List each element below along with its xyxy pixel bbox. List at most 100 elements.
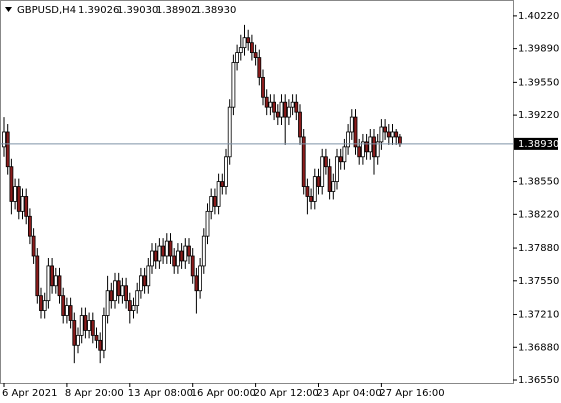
header-value: 1.39026	[78, 5, 119, 16]
candle-body	[72, 320, 77, 346]
candle-body	[346, 131, 351, 148]
candle-body	[2, 131, 6, 148]
candle-body	[16, 186, 21, 212]
candle-body	[50, 265, 54, 287]
candle-body	[102, 315, 106, 351]
candle-body	[279, 101, 284, 118]
header-value: 1.38930	[195, 5, 236, 16]
candle-body	[76, 334, 80, 346]
candle-body	[98, 339, 103, 351]
candle-body	[394, 131, 399, 138]
y-tick-label: 1.36550	[518, 375, 559, 386]
candle-body	[31, 235, 36, 257]
candle-body	[268, 101, 273, 108]
x-tick-label: 20 Apr 12:00	[254, 388, 319, 399]
candle-body	[353, 116, 358, 148]
y-tick-label: 1.37550	[518, 276, 559, 287]
candle-body	[372, 136, 376, 158]
candle-body	[168, 240, 173, 257]
candle-body	[57, 275, 62, 297]
candle-body	[364, 141, 369, 153]
candle-body	[113, 280, 117, 302]
y-tick-label: 1.39220	[518, 110, 559, 121]
candle-body	[242, 37, 247, 49]
candle-body	[338, 156, 343, 163]
candle-body	[205, 210, 210, 237]
candle-body	[327, 166, 332, 192]
collapse-arrow[interactable]	[5, 7, 12, 12]
candle-body	[246, 37, 251, 44]
candle-body	[42, 300, 47, 311]
y-tick-label: 1.37210	[518, 310, 559, 321]
candle-body	[175, 250, 180, 267]
candle-body	[131, 305, 136, 311]
candle-body	[153, 250, 158, 262]
candle-body	[120, 285, 125, 297]
candle-body	[209, 196, 214, 212]
candle-body	[397, 136, 402, 145]
candle-body	[90, 320, 95, 336]
candle-body	[20, 196, 25, 212]
candle-body	[94, 334, 99, 341]
candle-body	[150, 250, 154, 267]
candle-body	[283, 101, 288, 118]
candle-body	[257, 57, 262, 78]
candle-body	[331, 181, 336, 192]
header-value: 1.39030	[117, 5, 158, 16]
candle-body	[161, 245, 166, 257]
candle-body	[127, 300, 132, 311]
candle-body	[157, 245, 162, 262]
candle-body	[261, 77, 265, 98]
candle-body	[24, 196, 29, 217]
candle-body	[35, 255, 40, 297]
candle-body	[390, 131, 395, 138]
candle-body	[65, 305, 69, 316]
candle-body	[135, 290, 140, 307]
candle-body	[272, 101, 277, 113]
candle-body	[79, 315, 84, 336]
candle-body	[309, 196, 314, 202]
candle-body	[227, 106, 232, 158]
candle-body	[305, 186, 310, 197]
candle-body	[349, 116, 354, 133]
candle-body	[320, 156, 325, 187]
candle-body	[105, 290, 110, 316]
y-tick-label: 1.39550	[518, 77, 559, 88]
candle-body	[68, 305, 73, 321]
candle-body	[386, 131, 391, 138]
candle-body	[231, 62, 236, 108]
candle-body	[87, 320, 91, 331]
y-tick-label: 1.38550	[518, 177, 559, 188]
candle-body	[216, 181, 221, 207]
candle-body	[187, 245, 191, 257]
y-tick-label: 1.38220	[518, 209, 559, 220]
candle-body	[357, 146, 362, 158]
candle-body	[9, 166, 14, 202]
candle-body	[61, 295, 66, 316]
header-value: 1.38902	[156, 5, 197, 16]
candle-body	[46, 265, 51, 302]
candle-body	[164, 240, 169, 257]
x-tick-label: 16 Apr 00:00	[191, 388, 256, 399]
candle-body	[183, 245, 188, 262]
candle-body	[27, 215, 32, 237]
candle-body	[360, 141, 365, 158]
candle-body	[142, 275, 147, 287]
candle-body	[212, 196, 217, 207]
candle-body	[383, 126, 388, 133]
candle-body	[198, 265, 203, 292]
candle-body	[335, 156, 339, 182]
candle-body	[375, 141, 380, 158]
symbol: GBPUSD,H4	[17, 5, 76, 16]
candle-body	[286, 106, 291, 118]
candle-body	[138, 275, 143, 292]
candle-body	[109, 290, 114, 302]
candle-body	[5, 131, 10, 168]
candle-body	[124, 285, 128, 302]
y-tick-label: 1.40220	[518, 11, 559, 22]
candle-body	[294, 101, 299, 113]
candle-body	[275, 111, 280, 118]
candle-body	[298, 111, 302, 138]
